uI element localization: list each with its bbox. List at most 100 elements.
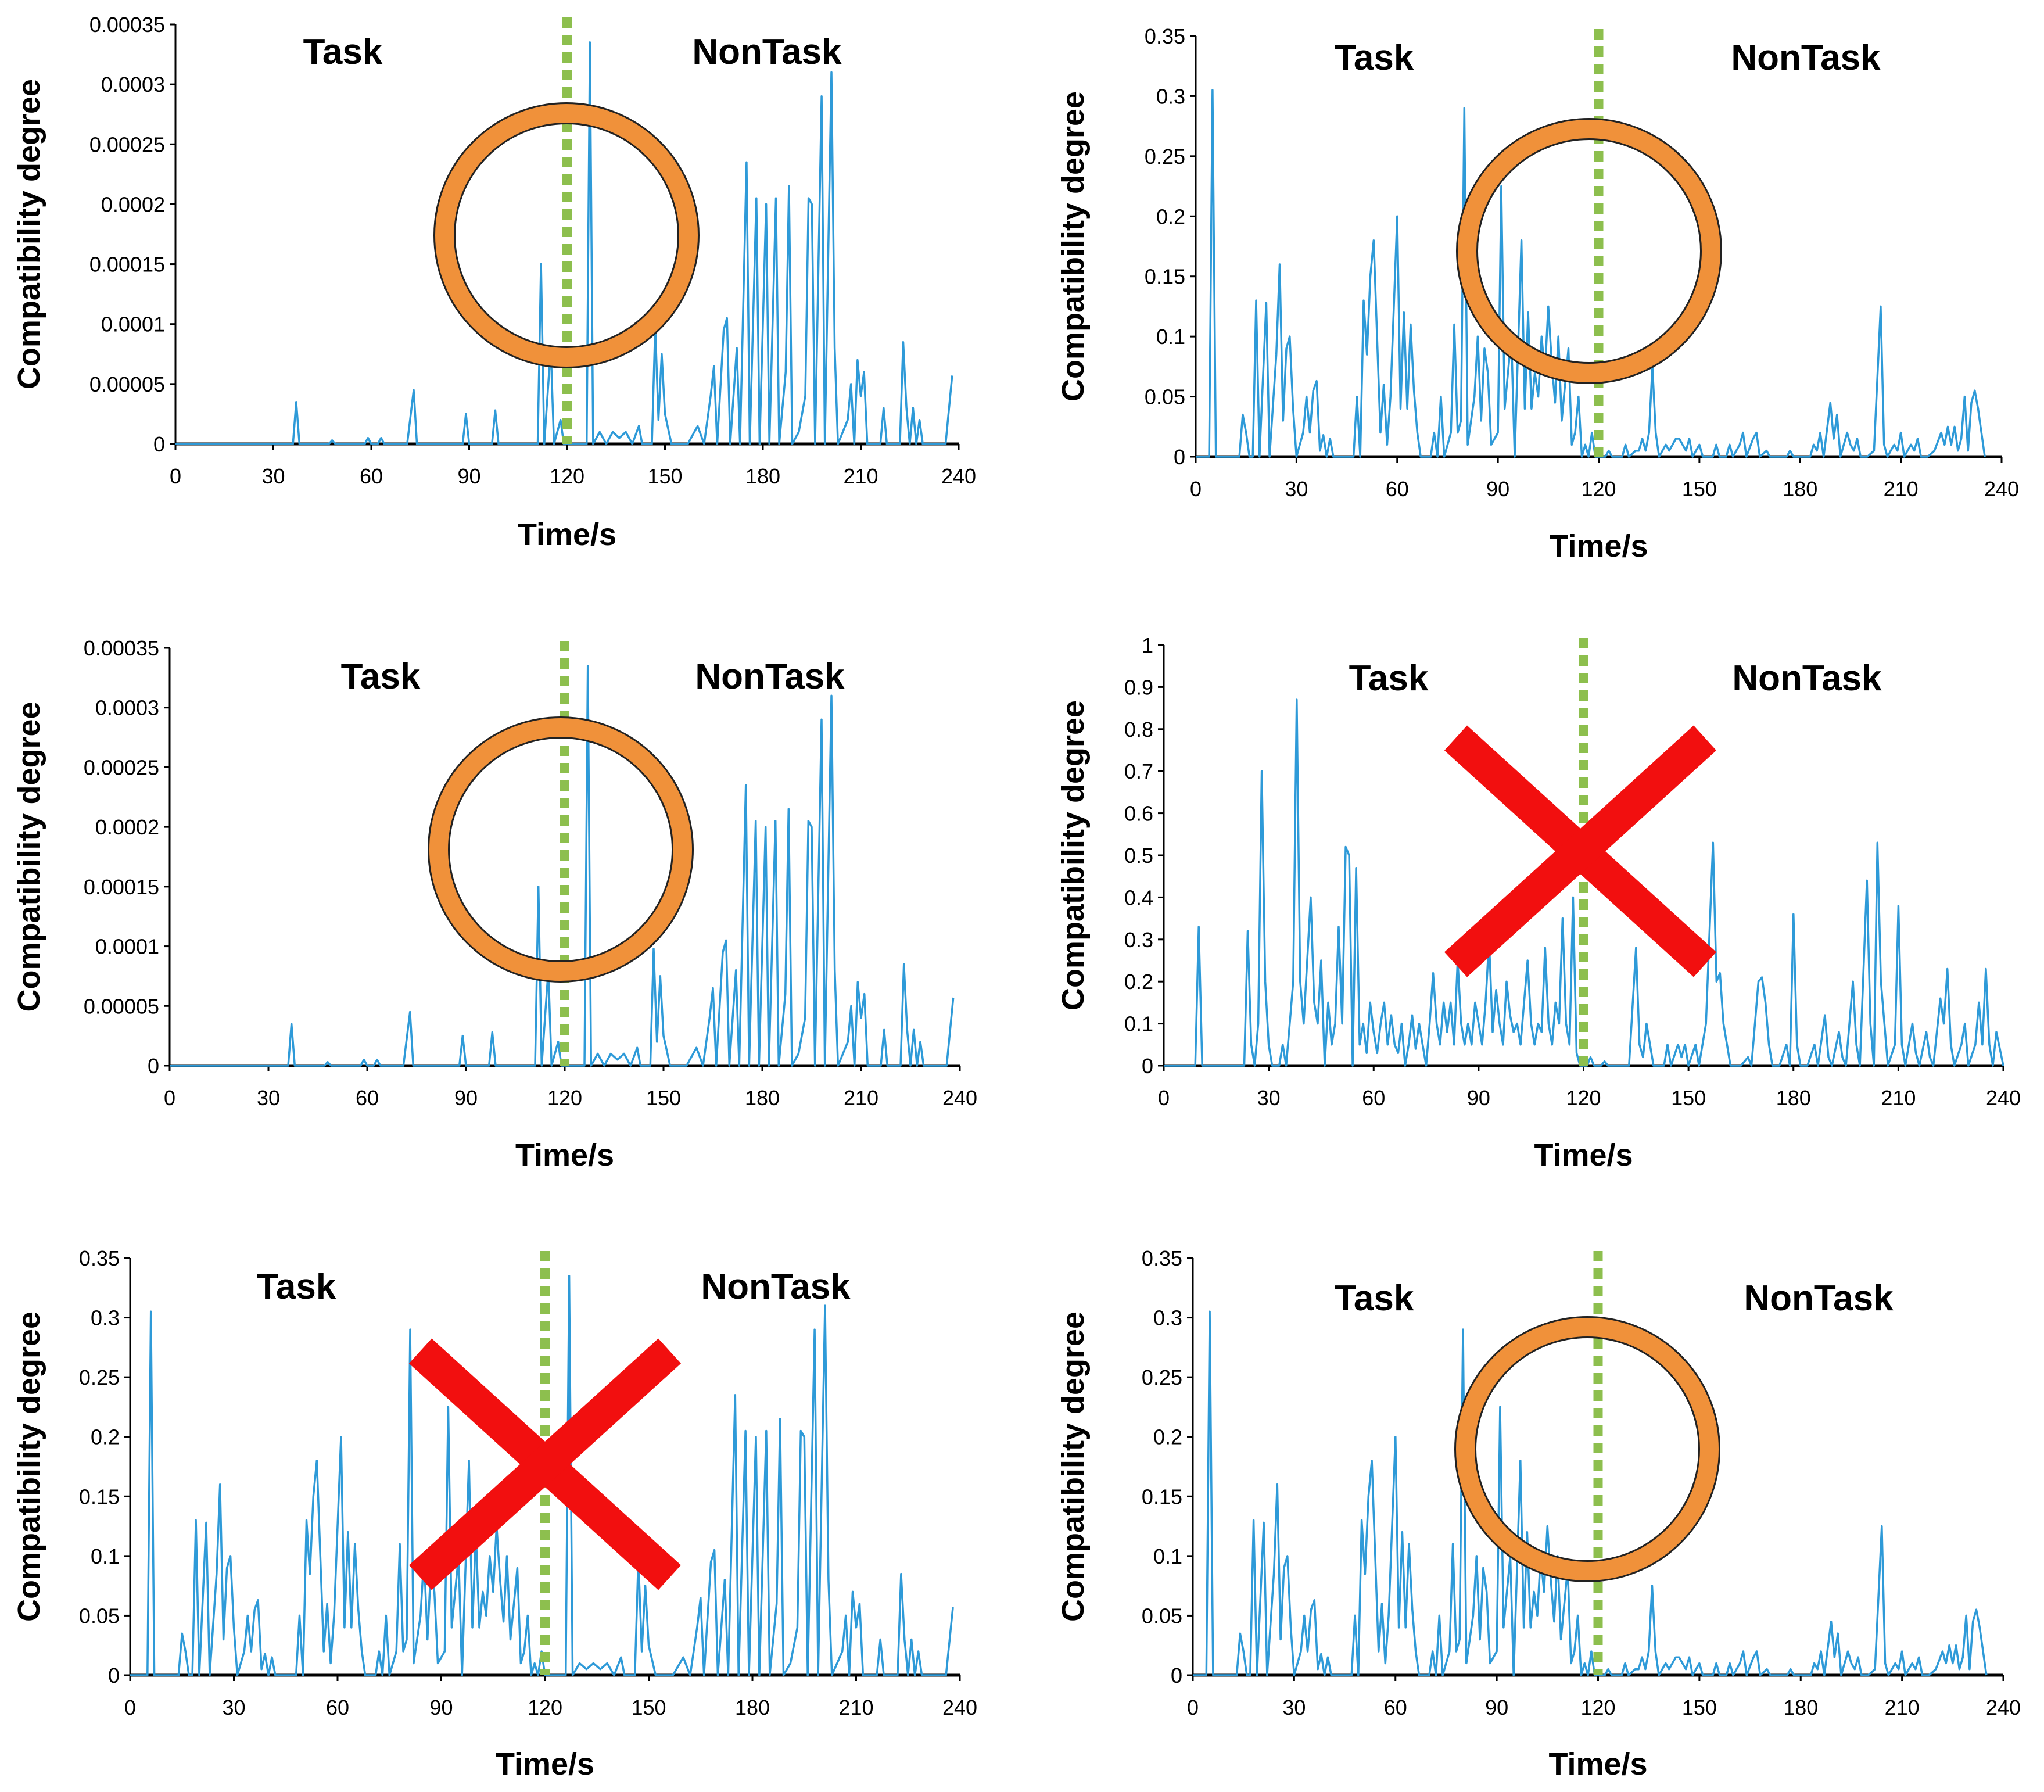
- y-tick-label: 0.0001: [95, 935, 159, 959]
- y-tick-label: 0.00015: [84, 875, 159, 899]
- y-tick-label: 0.35: [1142, 1246, 1182, 1270]
- x-tick-label: 30: [261, 464, 285, 488]
- y-axis-title: Compatibility degree: [1056, 1311, 1091, 1622]
- x-tick-label: 240: [1984, 477, 2019, 501]
- series-line-0: [1196, 89, 1986, 458]
- x-axis-title: Time/s: [496, 1747, 594, 1782]
- y-tick-label: 0.3: [1124, 928, 1153, 952]
- y-tick-label: 0.5: [1124, 844, 1153, 868]
- x-tick-label: 150: [631, 1696, 666, 1719]
- x-tick-label: 90: [1467, 1086, 1490, 1110]
- x-tick-label: 240: [942, 1086, 977, 1110]
- x-tick-label: 180: [745, 1086, 780, 1110]
- region-label-nontask: NonTask: [1731, 38, 1881, 78]
- series-line-0: [170, 665, 955, 1067]
- y-tick-label: 0.3: [1156, 84, 1185, 108]
- y-axis-title: Compatibility degree: [12, 701, 46, 1012]
- y-tick-label: 0.0001: [101, 313, 165, 336]
- y-tick-label: 1: [1142, 633, 1153, 657]
- y-axis-title: Compatibility degree: [1056, 91, 1091, 402]
- region-label-nontask: NonTask: [1744, 1278, 1894, 1318]
- y-tick-label: 0: [108, 1664, 120, 1687]
- x-tick-label: 0: [1190, 477, 1202, 501]
- y-tick-label: 0: [1174, 445, 1185, 469]
- y-axis-title: Compatibility degree: [1056, 700, 1091, 1010]
- x-tick-label: 60: [1384, 1696, 1407, 1719]
- y-tick-label: 0: [1171, 1664, 1182, 1687]
- y-tick-label: 0.1: [1156, 325, 1185, 349]
- series-line-0: [1164, 698, 2004, 1067]
- x-tick-label: 90: [454, 1086, 478, 1110]
- x-tick-label: 180: [1783, 1696, 1818, 1719]
- region-label-task: Task: [1335, 38, 1414, 78]
- y-tick-label: 0: [1142, 1054, 1153, 1078]
- region-label-task: Task: [257, 1267, 336, 1307]
- x-tick-label: 0: [170, 464, 181, 488]
- region-label-nontask: NonTask: [692, 32, 842, 72]
- y-tick-label: 0.1: [1153, 1544, 1182, 1568]
- x-tick-label: 0: [1187, 1696, 1199, 1719]
- x-axis-title: Time/s: [518, 517, 616, 552]
- y-tick-label: 0.2: [91, 1425, 120, 1449]
- y-tick-label: 0.25: [1145, 145, 1185, 169]
- y-tick-label: 0.00025: [84, 755, 159, 779]
- chart-panel-bottom-right: 0 0.05 0.1 0.15 0.2 0.25 0.3 0.35 0 30 60 90 120 150 1…: [1056, 1246, 2021, 1782]
- y-tick-label: 0.0003: [101, 73, 165, 96]
- x-tick-label: 150: [1682, 1696, 1717, 1719]
- region-label-nontask: NonTask: [701, 1267, 851, 1307]
- x-tick-label: 120: [550, 464, 584, 488]
- y-tick-label: 0.3: [1153, 1306, 1182, 1330]
- x-tick-label: 240: [1986, 1696, 2021, 1719]
- y-tick-label: 0.2: [1153, 1425, 1182, 1449]
- series-line-0: [175, 41, 953, 445]
- y-tick-label: 0.0002: [101, 192, 165, 216]
- y-tick-label: 0.05: [1142, 1604, 1182, 1628]
- y-tick-label: 0: [148, 1054, 159, 1078]
- x-tick-label: 210: [843, 464, 878, 488]
- y-tick-label: 0.35: [1145, 24, 1185, 48]
- x-axis-title: Time/s: [515, 1138, 614, 1173]
- series-line-0: [1193, 1310, 1988, 1676]
- x-tick-label: 210: [1884, 477, 1919, 501]
- y-tick-label: 0: [153, 432, 165, 456]
- y-tick-label: 0.00005: [84, 994, 159, 1018]
- x-tick-label: 180: [1776, 1086, 1811, 1110]
- y-tick-label: 0.1: [1124, 1012, 1153, 1036]
- y-tick-label: 0.2: [1156, 205, 1185, 228]
- y-tick-label: 0.00035: [84, 636, 159, 660]
- x-axis-title: Time/s: [1534, 1138, 1633, 1173]
- y-tick-label: 0.4: [1124, 886, 1153, 909]
- y-tick-label: 0.15: [1142, 1485, 1182, 1508]
- region-label-nontask: NonTask: [695, 657, 845, 697]
- x-tick-label: 60: [326, 1696, 349, 1719]
- y-tick-label: 0.35: [79, 1246, 120, 1270]
- x-tick-label: 180: [745, 464, 780, 488]
- x-tick-label: 60: [356, 1086, 379, 1110]
- series-line-0: [130, 1275, 954, 1676]
- x-axis-title: Time/s: [1549, 529, 1648, 564]
- x-tick-label: 90: [429, 1696, 453, 1719]
- y-tick-label: 0.6: [1124, 802, 1153, 826]
- x-tick-label: 30: [1282, 1696, 1306, 1719]
- x-tick-label: 180: [735, 1696, 770, 1719]
- x-tick-label: 90: [1486, 477, 1509, 501]
- x-tick-label: 60: [1362, 1086, 1385, 1110]
- x-tick-label: 0: [124, 1696, 136, 1719]
- x-tick-label: 150: [646, 1086, 681, 1110]
- x-tick-label: 120: [528, 1696, 562, 1719]
- x-tick-label: 120: [1566, 1086, 1601, 1110]
- y-tick-label: 0.9: [1124, 675, 1153, 699]
- y-tick-label: 0.15: [1145, 265, 1185, 289]
- chart-panel-bottom-left: 0 0.05 0.1 0.15 0.2 0.25 0.3 0.35 0 30 60 90 120 150 1…: [12, 1246, 977, 1782]
- x-tick-label: 60: [360, 464, 383, 488]
- x-tick-label: 0: [1158, 1086, 1170, 1110]
- y-tick-label: 0.2: [1124, 970, 1153, 994]
- x-tick-label: 210: [1885, 1696, 1920, 1719]
- x-tick-label: 90: [457, 464, 480, 488]
- x-axis-title: Time/s: [1548, 1747, 1647, 1782]
- x-tick-label: 150: [1671, 1086, 1706, 1110]
- correct-circle-marker: [429, 718, 692, 981]
- chart-panel-middle-left: 0 0.00005 0.0001 0.00015 0.0002 0.00025 0.0003…: [12, 636, 977, 1173]
- x-tick-label: 120: [547, 1086, 582, 1110]
- y-tick-label: 0.25: [79, 1365, 120, 1389]
